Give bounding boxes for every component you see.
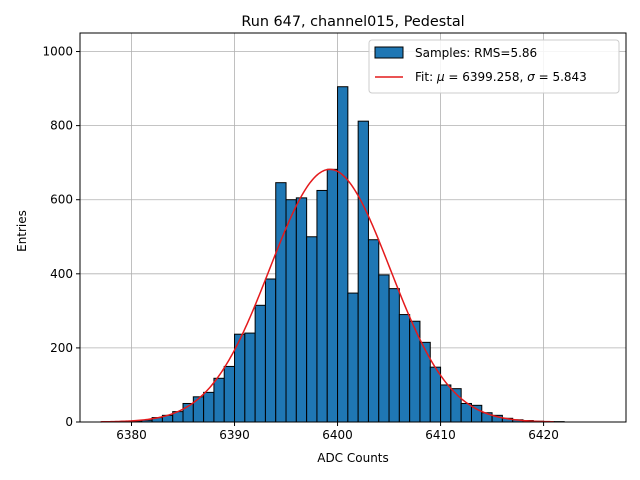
x-tick-label: 6410 xyxy=(425,428,456,442)
histogram-bar xyxy=(357,120,369,423)
histogram-bar xyxy=(460,402,472,423)
histogram-bar xyxy=(275,182,287,423)
histogram-bar xyxy=(367,239,380,423)
y-tick-label: 1000 xyxy=(42,45,73,59)
histogram-bar xyxy=(388,288,400,423)
histogram-bar xyxy=(223,365,236,423)
y-tick-label: 800 xyxy=(50,119,73,133)
histogram-bar xyxy=(285,199,297,423)
y-axis-label: Entries xyxy=(15,210,29,252)
y-tick-label: 0 xyxy=(65,415,73,429)
x-tick-label: 6390 xyxy=(219,428,250,442)
histogram-bar xyxy=(316,189,328,423)
chart-title: Run 647, channel015, Pedestal xyxy=(241,14,464,30)
histogram-bar xyxy=(440,384,452,423)
legend: Samples: RMS=5.86 Fit: μ = 6399.258, σ =… xyxy=(368,39,620,94)
histogram-bar xyxy=(337,86,349,423)
histogram-bar xyxy=(419,341,431,423)
histogram-bars xyxy=(120,86,565,423)
histogram-bar xyxy=(326,168,339,423)
y-tick-label: 400 xyxy=(50,267,73,281)
y-axis-ticks: 0 200 400 600 800 1000 xyxy=(42,45,80,429)
x-axis-label: ADC Counts xyxy=(317,451,389,465)
x-tick-label: 6420 xyxy=(528,428,559,442)
legend-histogram-swatch xyxy=(374,46,404,59)
y-tick-label: 600 xyxy=(50,193,73,207)
histogram-bar xyxy=(254,304,266,423)
histogram-bar xyxy=(295,197,308,423)
legend-box xyxy=(368,39,620,94)
y-tick-label: 200 xyxy=(50,341,73,355)
histogram-bar xyxy=(306,236,318,423)
histogram-bar xyxy=(192,396,205,423)
histogram-bar xyxy=(264,278,277,423)
histogram-bar xyxy=(429,366,442,423)
x-tick-label: 6400 xyxy=(322,428,353,442)
fit-curve xyxy=(100,168,554,423)
histogram-bar xyxy=(378,274,390,423)
legend-histogram-label: Samples: RMS=5.86 xyxy=(415,46,537,60)
x-tick-label: 6380 xyxy=(116,428,147,442)
histogram-bar xyxy=(347,292,359,423)
plot-frame xyxy=(79,32,627,423)
legend-fit-label: Fit: μ = 6399.258, σ = 5.843 xyxy=(415,70,587,84)
histogram-bar xyxy=(398,314,411,423)
histogram-bar xyxy=(203,391,215,423)
histogram-bar xyxy=(244,332,256,423)
histogram-bar xyxy=(213,377,225,423)
x-axis-ticks: 6380 6390 6400 6410 6420 xyxy=(116,422,559,442)
